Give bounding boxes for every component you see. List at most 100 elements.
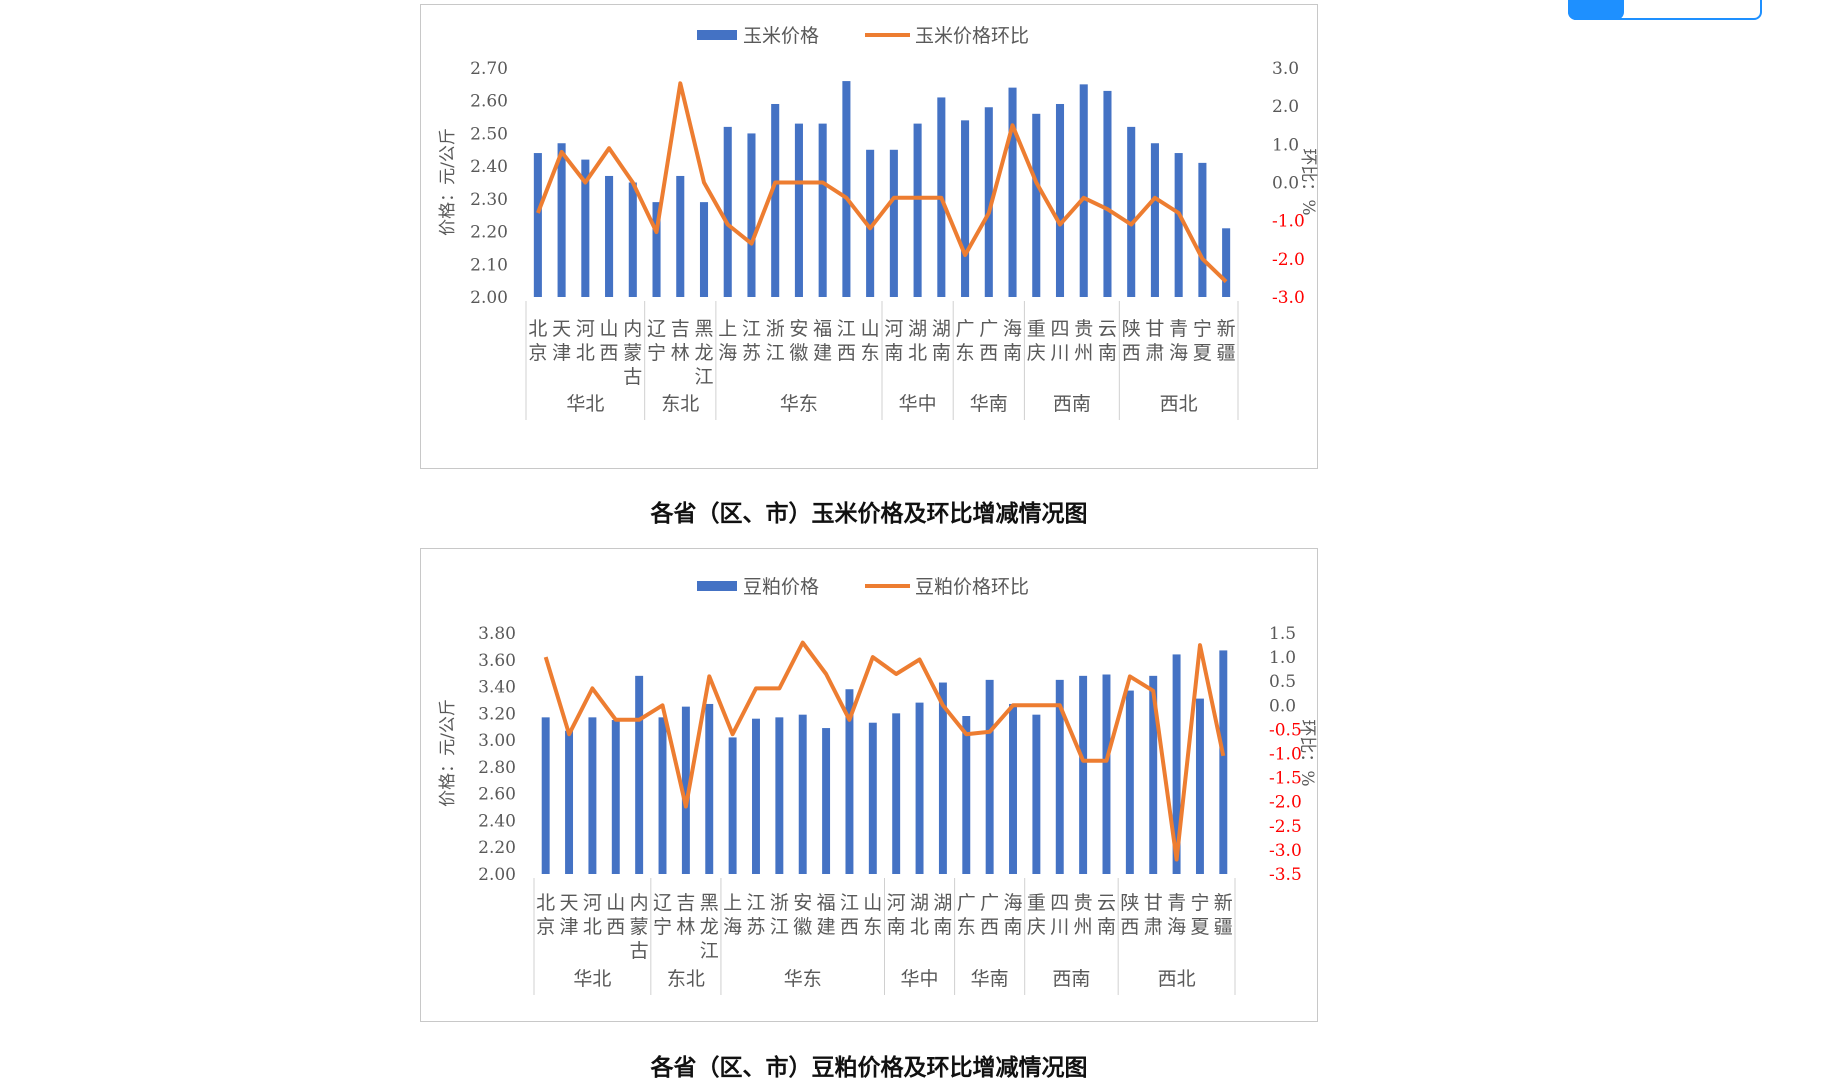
x-category-label: 安徽 — [789, 318, 808, 364]
x-category-label: 吉林 — [676, 892, 695, 938]
x-category-label: 四川 — [1050, 892, 1069, 938]
y-right-tick-label: -2.5 — [1269, 817, 1302, 837]
x-category-label: 河南 — [887, 892, 906, 938]
x-group-label: 华中 — [899, 393, 937, 415]
x-category-label: 广东 — [956, 318, 975, 364]
y-right-tick-label: -3.5 — [1269, 865, 1302, 885]
bar-重庆 — [1032, 113, 1041, 297]
x-category-label: 河北 — [576, 318, 595, 364]
bar-广西 — [984, 107, 993, 297]
svg-text:河: 河 — [887, 892, 906, 914]
svg-text:江: 江 — [694, 366, 713, 388]
svg-text:四: 四 — [1050, 318, 1069, 340]
x-category-label: 上海 — [723, 892, 742, 938]
svg-text:建: 建 — [813, 342, 832, 364]
svg-text:河: 河 — [583, 892, 602, 914]
y-left-tick-label: 3.00 — [478, 731, 516, 751]
svg-text:东: 东 — [956, 342, 975, 364]
x-category-label: 安徽 — [793, 892, 812, 938]
svg-text:安: 安 — [789, 318, 808, 340]
svg-text:林: 林 — [671, 342, 690, 364]
y-left-tick-label: 2.60 — [470, 92, 508, 112]
svg-text:重: 重 — [1027, 892, 1046, 914]
bar-宁夏 — [1195, 698, 1204, 874]
svg-text:南: 南 — [887, 916, 906, 938]
svg-text:广: 广 — [956, 318, 975, 340]
x-category-label: 广西 — [979, 318, 998, 364]
svg-text:内: 内 — [630, 892, 649, 914]
y-left-tick-label: 2.00 — [470, 288, 508, 308]
svg-text:南: 南 — [1003, 342, 1022, 364]
svg-text:西: 西 — [979, 342, 998, 364]
bar-黑龙江 — [699, 202, 709, 297]
y-right-axis-title: 环比：% — [1297, 719, 1317, 786]
svg-text:疆: 疆 — [1214, 916, 1233, 938]
x-group-label: 华东 — [780, 393, 818, 415]
x-category-label: 湖南 — [933, 892, 952, 938]
bar-青海 — [1174, 153, 1183, 297]
svg-text:甘: 甘 — [1145, 318, 1164, 340]
svg-text:江: 江 — [746, 892, 765, 914]
bar-河北 — [581, 159, 590, 297]
x-category-label: 黑龙江 — [694, 318, 713, 388]
x-category-label: 天津 — [552, 318, 571, 364]
y-right-tick-label: -2.0 — [1269, 793, 1302, 813]
chart-legend: 豆粕价格 豆粕价格环比 — [697, 576, 1029, 598]
x-group-label: 华南 — [970, 393, 1008, 415]
series-line-mom — [543, 640, 1226, 862]
bar-内蒙古 — [635, 675, 644, 874]
y-right-tick-label: 0.5 — [1269, 672, 1296, 692]
svg-text:西: 西 — [600, 342, 619, 364]
y-left-tick-label: 2.20 — [470, 223, 508, 243]
x-category-label: 湖北 — [910, 892, 929, 938]
y-left-tick-label: 2.30 — [470, 190, 508, 210]
x-category-label: 贵州 — [1074, 892, 1093, 938]
svg-text:东: 东 — [957, 916, 976, 938]
svg-text:龙: 龙 — [694, 342, 713, 364]
x-group-label: 华中 — [901, 968, 939, 990]
x-category-label: 吉林 — [671, 318, 690, 364]
svg-text:江: 江 — [742, 318, 761, 340]
y-right-tick-label: 1.5 — [1269, 624, 1296, 644]
svg-text:州: 州 — [1074, 342, 1093, 364]
y-right-tick-label: 1.0 — [1272, 135, 1299, 155]
bar-新疆 — [1222, 228, 1231, 297]
svg-text:州: 州 — [1074, 916, 1093, 938]
y-right-tick-label: 3.0 — [1272, 59, 1299, 79]
soymeal-price-chart: 豆粕价格 豆粕价格环比 2.00 2.20 2.40 2.60 2.80 3.00 3.20 3.… — [420, 548, 1318, 1022]
legend-line-label: 玉米价格环比 — [915, 25, 1029, 47]
svg-text:甘: 甘 — [1144, 892, 1163, 914]
x-group-label: 华北 — [573, 968, 611, 990]
x-category-label: 河北 — [583, 892, 602, 938]
corn-chart-caption: 各省（区、市）玉米价格及环比增减情况图 — [650, 501, 1088, 527]
x-category-label: 江西 — [837, 318, 856, 364]
x-category-label: 江苏 — [742, 318, 761, 364]
bar-广东 — [961, 120, 970, 297]
legend-line-label: 豆粕价格环比 — [915, 576, 1029, 598]
svg-text:西: 西 — [1120, 916, 1139, 938]
x-category-label: 广东 — [957, 892, 976, 938]
svg-text:湖: 湖 — [933, 892, 952, 914]
svg-text:北: 北 — [536, 892, 555, 914]
y-left-tick-label: 2.40 — [478, 811, 516, 831]
svg-text:贵: 贵 — [1074, 318, 1093, 340]
y-left-axis-title: 价格：元/公斤 — [438, 128, 458, 236]
svg-text:陕: 陕 — [1122, 318, 1141, 340]
bar-吉林 — [681, 706, 690, 874]
svg-text:浙: 浙 — [766, 318, 785, 340]
y-right-tick-label: 0.0 — [1272, 174, 1299, 194]
svg-text:新: 新 — [1214, 892, 1233, 914]
x-category-label: 宁夏 — [1190, 892, 1209, 938]
x-category-label: 重庆 — [1027, 318, 1046, 364]
svg-text:广: 广 — [957, 892, 976, 914]
svg-text:南: 南 — [1098, 342, 1117, 364]
corner-widget[interactable] — [1568, 0, 1762, 20]
x-category-label: 青海 — [1167, 892, 1186, 938]
svg-text:湖: 湖 — [908, 318, 927, 340]
svg-text:津: 津 — [560, 916, 579, 938]
x-category-label: 山西 — [600, 318, 619, 364]
x-category-label: 四川 — [1050, 318, 1069, 364]
svg-text:徽: 徽 — [793, 916, 812, 938]
svg-text:河: 河 — [884, 318, 903, 340]
bar-贵州 — [1079, 675, 1088, 874]
